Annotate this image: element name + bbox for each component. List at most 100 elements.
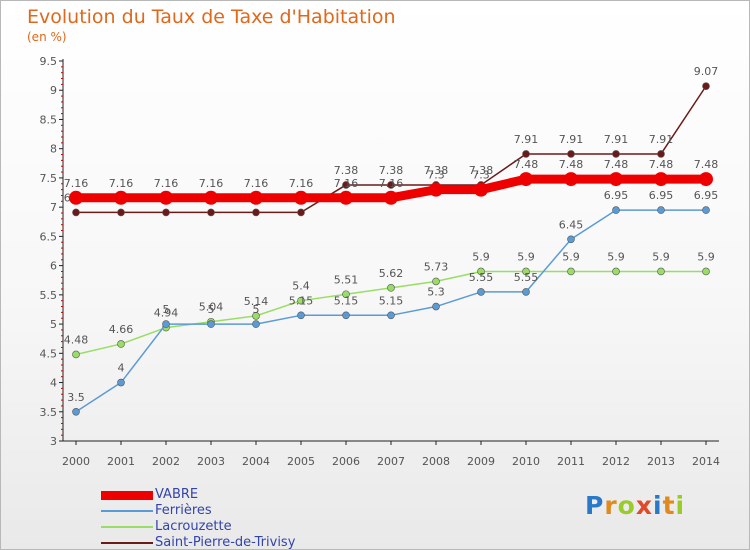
data-point-saint-pierre-de-trivisy: [702, 82, 710, 90]
data-label-ferri-res: 6.95: [649, 189, 674, 202]
data-point-saint-pierre-de-trivisy: [567, 150, 575, 158]
x-tick-label: 2000: [62, 455, 90, 468]
data-label-saint-pierre-de-trivisy: 7.91: [649, 133, 674, 146]
data-point-vabre: [429, 182, 443, 197]
data-label-lacrouzette: 5.14: [244, 295, 269, 308]
data-point-lacrouzette: [252, 312, 260, 320]
data-point-vabre: [204, 190, 218, 205]
data-label-ferri-res: 5.15: [289, 294, 314, 307]
data-point-saint-pierre-de-trivisy: [387, 181, 395, 189]
y-tick-label: 6.5: [40, 230, 58, 243]
data-label-ferri-res: 5.15: [334, 294, 359, 307]
x-tick-label: 2006: [332, 455, 360, 468]
y-tick-label: 3: [50, 435, 57, 448]
chart-legend: VABRE Ferrières Lacrouzette Saint-Pierre…: [101, 487, 361, 550]
x-tick-label: 2009: [467, 455, 495, 468]
data-point-ferri-res: [387, 311, 395, 320]
legend-item-vabre: VABRE: [101, 487, 361, 503]
data-point-saint-pierre-de-trivisy: [72, 208, 80, 217]
chart-subtitle: (en %): [27, 30, 67, 44]
data-point-saint-pierre-de-trivisy: [342, 181, 350, 189]
data-point-ferri-res: [72, 407, 80, 416]
data-label-vabre: 7.16: [334, 177, 359, 190]
data-label-saint-pierre-de-trivisy: 7.38: [424, 164, 449, 177]
legend-swatch-vabre: [101, 491, 153, 500]
data-point-ferri-res: [657, 206, 665, 214]
data-point-lacrouzette: [117, 340, 125, 348]
data-point-saint-pierre-de-trivisy: [522, 150, 530, 158]
data-label-vabre: 7.3: [472, 169, 490, 182]
data-label-vabre: 7.48: [514, 158, 539, 171]
data-label-ferri-res: 5.3: [427, 286, 445, 299]
data-label-lacrouzette: 5.9: [562, 250, 580, 263]
y-tick-label: 5: [50, 318, 57, 331]
legend-swatch-saint-pierre: [101, 542, 153, 544]
x-tick-label: 2002: [152, 455, 180, 468]
data-label-ferri-res: 5.55: [514, 271, 539, 284]
data-point-vabre: [339, 190, 353, 205]
data-point-vabre: [609, 172, 623, 187]
data-label-ferri-res: 6.95: [694, 189, 719, 202]
data-point-ferri-res: [297, 311, 305, 320]
legend-swatch-ferrieres: [101, 510, 153, 512]
x-tick-label: 2008: [422, 455, 450, 468]
data-label-vabre: 7.16: [289, 177, 314, 190]
data-label-vabre: 7.16: [109, 177, 134, 190]
data-label-vabre: 7.48: [559, 158, 584, 171]
data-label-lacrouzette: 5.9: [472, 250, 490, 263]
legend-item-ferrieres: Ferrières: [101, 503, 361, 519]
data-point-ferri-res: [342, 311, 350, 320]
data-label-vabre: 7.48: [604, 158, 629, 171]
legend-label-vabre: VABRE: [155, 487, 199, 502]
data-label-lacrouzette: 5.62: [379, 267, 404, 280]
data-point-vabre: [249, 190, 263, 205]
data-label-ferri-res: 5: [208, 303, 215, 316]
data-point-lacrouzette: [297, 296, 305, 305]
x-tick-label: 2010: [512, 455, 540, 468]
y-tick-label: 8: [50, 143, 57, 156]
legend-label-saint-pierre: Saint-Pierre-de-Trivisy: [155, 535, 296, 550]
data-point-vabre: [384, 190, 398, 205]
data-label-saint-pierre-de-trivisy: 7.38: [469, 164, 494, 177]
data-label-ferri-res: 3.5: [67, 391, 85, 404]
data-label-vabre: 7.16: [379, 177, 404, 190]
x-tick-label: 2001: [107, 455, 135, 468]
data-point-vabre: [519, 172, 533, 187]
x-tick-label: 2004: [242, 455, 270, 468]
data-label-saint-pierre-de-trivisy: 7.91: [514, 133, 539, 146]
data-point-vabre: [474, 182, 488, 197]
y-tick-label: 6: [50, 260, 57, 273]
data-label-lacrouzette: 5.04: [199, 301, 224, 314]
data-point-saint-pierre-de-trivisy: [297, 208, 305, 217]
data-label-lacrouzette: 5.9: [652, 250, 670, 263]
data-point-saint-pierre-de-trivisy: [612, 150, 620, 158]
y-tick-label: 9.5: [40, 55, 58, 68]
data-label-saint-pierre-de-trivisy: 7.91: [559, 133, 584, 146]
data-label-lacrouzette: 5.73: [424, 260, 449, 273]
proxiti-logo: Proxiti: [585, 491, 686, 520]
legend-label-ferrieres: Ferrières: [155, 503, 212, 518]
data-point-vabre: [69, 190, 83, 205]
x-tick-label: 2011: [557, 455, 585, 468]
legend-swatch-lacrouzette: [101, 526, 153, 528]
data-label-lacrouzette: 5.4: [292, 280, 310, 293]
data-label-ferri-res: 5: [253, 303, 260, 316]
data-label-lacrouzette: 5.51: [334, 273, 359, 286]
data-label-lacrouzette: 4.94: [154, 307, 179, 320]
data-label-saint-pierre-de-trivisy: 7.91: [604, 133, 629, 146]
data-label-vabre: 7.48: [694, 158, 719, 171]
data-point-lacrouzette: [477, 267, 485, 276]
data-point-ferri-res: [567, 235, 575, 244]
data-point-lacrouzette: [567, 267, 575, 276]
x-tick-label: 2013: [647, 455, 675, 468]
legend-item-lacrouzette: Lacrouzette: [101, 519, 361, 535]
y-tick-label: 4: [50, 377, 57, 390]
x-tick-label: 2014: [692, 455, 720, 468]
data-label-ferri-res: 5: [163, 303, 170, 316]
data-point-lacrouzette: [657, 267, 665, 276]
data-label-saint-pierre-de-trivisy: 7.38: [379, 164, 404, 177]
data-point-lacrouzette: [342, 290, 350, 299]
data-point-lacrouzette: [387, 284, 395, 292]
data-label-vabre: 7.16: [244, 177, 269, 190]
data-point-vabre: [159, 190, 173, 205]
